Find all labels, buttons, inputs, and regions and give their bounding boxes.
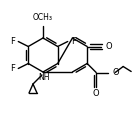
Text: NH: NH: [38, 73, 50, 82]
Text: F: F: [10, 64, 15, 73]
Text: OCH₃: OCH₃: [33, 13, 53, 22]
Text: O: O: [93, 90, 99, 98]
Text: F: F: [10, 37, 15, 46]
Text: O: O: [112, 68, 119, 77]
Text: F: F: [71, 37, 76, 46]
Text: O: O: [105, 42, 112, 51]
